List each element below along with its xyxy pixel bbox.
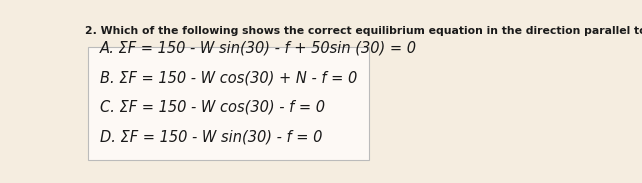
Text: D. ΣF = 150 - W sin(30) - f = 0: D. ΣF = 150 - W sin(30) - f = 0 xyxy=(100,130,322,145)
Text: A. ΣF = 150 - W sin(30) - f + 50sin (30) = 0: A. ΣF = 150 - W sin(30) - f + 50sin (30)… xyxy=(100,41,417,56)
Text: 2. Which of the following shows the correct equilibrium equation in the directio: 2. Which of the following shows the corr… xyxy=(85,26,642,36)
Text: C. ΣF = 150 - W cos(30) - f = 0: C. ΣF = 150 - W cos(30) - f = 0 xyxy=(100,100,325,115)
FancyBboxPatch shape xyxy=(88,47,369,160)
Text: B. ΣF = 150 - W cos(30) + N - f = 0: B. ΣF = 150 - W cos(30) + N - f = 0 xyxy=(100,70,358,85)
